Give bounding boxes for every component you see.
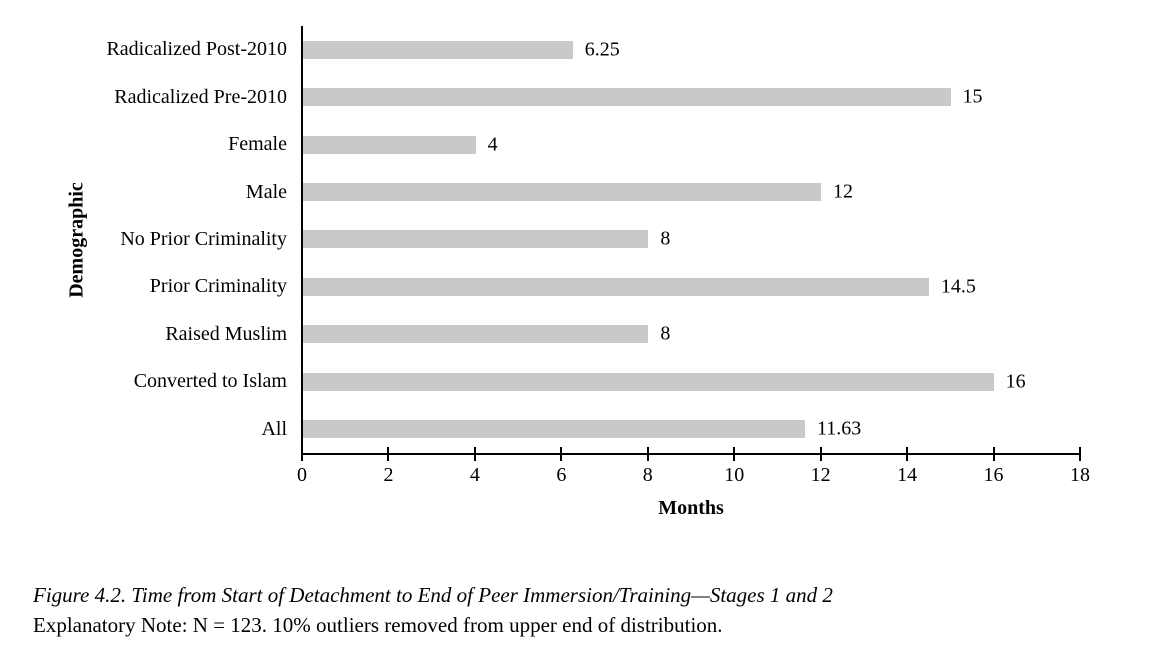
x-axis-line — [301, 453, 1081, 455]
tick-label: 14 — [897, 464, 918, 486]
bar-row: 15 — [303, 73, 1080, 120]
tick-label: 8 — [642, 464, 653, 486]
y-axis-line — [301, 26, 303, 453]
category-label: Raised Muslim — [165, 322, 287, 345]
bar — [303, 135, 476, 154]
category-label: Prior Criminality — [149, 275, 287, 298]
bar-row: 6.25 — [303, 26, 1080, 73]
tick-label: 2 — [383, 464, 394, 486]
category-label: Female — [228, 133, 287, 156]
caption-explanatory-note: Explanatory Note: N = 123. 10% outliers … — [33, 613, 723, 637]
bar-row: 8 — [303, 216, 1080, 263]
bar-value-label: 6.25 — [584, 38, 620, 61]
bar-row: 8 — [303, 311, 1080, 358]
bar — [303, 420, 806, 439]
plot-area: 6.25 15 4 12 8 14.5 8 16 11.63 — [303, 26, 1080, 453]
category-label: Radicalized Pre-2010 — [114, 85, 287, 108]
bar-value-label: 4 — [487, 133, 498, 156]
category-label: Male — [245, 180, 287, 203]
bar — [303, 183, 821, 202]
bar-row: 4 — [303, 121, 1080, 168]
bar-value-label: 8 — [660, 322, 671, 345]
bar-value-label: 16 — [1005, 370, 1026, 393]
bar — [303, 88, 951, 107]
bar — [303, 277, 929, 296]
category-label: Converted to Islam — [133, 370, 287, 393]
bar-row: 14.5 — [303, 263, 1080, 310]
bar-value-label: 14.5 — [940, 275, 976, 298]
bar — [303, 230, 649, 249]
bar-value-label: 8 — [660, 227, 671, 250]
tick-label: 0 — [297, 464, 307, 486]
bar-row: 12 — [303, 168, 1080, 215]
bar-value-label: 11.63 — [817, 417, 862, 440]
bar — [303, 40, 573, 59]
category-label: Radicalized Post-2010 — [106, 38, 287, 61]
tick-label: 6 — [556, 464, 567, 486]
bar-row: 16 — [303, 358, 1080, 405]
tick-label: 4 — [469, 464, 480, 486]
category-axis-labels: Radicalized Post-2010 Radicalized Pre-201… — [0, 26, 287, 453]
tick-label: 18 — [1070, 464, 1090, 486]
x-axis-title: Months — [658, 497, 724, 519]
bar — [303, 325, 649, 344]
category-label: All — [261, 417, 287, 440]
caption-figure-title: Figure 4.2. Time from Start of Detachmen… — [33, 583, 833, 607]
bar — [303, 372, 994, 391]
bar-value-label: 15 — [962, 85, 983, 108]
bar-row: 11.63 — [303, 406, 1080, 453]
category-label: No Prior Criminality — [120, 227, 287, 250]
bar-value-label: 12 — [832, 180, 853, 203]
tick-label: 10 — [724, 464, 745, 486]
tick-label: 12 — [810, 464, 831, 486]
tick-label: 16 — [983, 464, 1004, 486]
figure-caption: Figure 4.2. Time from Start of Detachmen… — [33, 580, 833, 640]
